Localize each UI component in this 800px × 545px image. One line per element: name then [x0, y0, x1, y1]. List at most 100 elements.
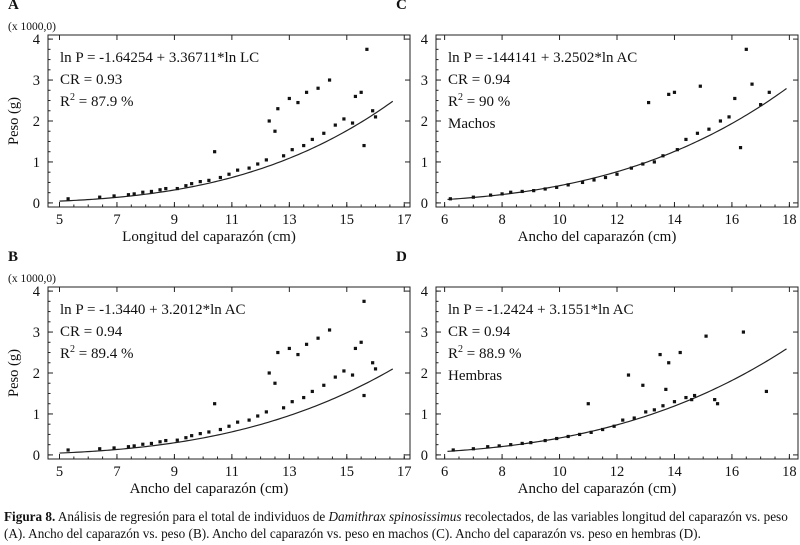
data-point [112, 194, 116, 198]
plot-data [447, 330, 787, 452]
data-point [247, 166, 251, 170]
r-squared-symbol: R [448, 94, 458, 110]
y-tick-label: 1 [421, 155, 428, 171]
data-point [273, 381, 277, 385]
regression-curve [447, 88, 787, 201]
data-point [132, 192, 136, 196]
data-point [586, 402, 590, 406]
r-squared-superscript: 2 [70, 92, 75, 103]
data-point [198, 432, 202, 436]
data-point [98, 447, 102, 451]
data-point [207, 178, 211, 182]
y-tick-label: 2 [421, 114, 428, 130]
data-point [667, 361, 671, 365]
data-point [290, 148, 294, 152]
data-point [66, 197, 70, 201]
data-point [471, 195, 475, 199]
x-tick-label: 16 [725, 212, 740, 228]
data-point [644, 410, 648, 414]
data-point [267, 371, 271, 375]
data-point [578, 432, 582, 437]
y-tick-label: 4 [33, 284, 41, 300]
data-point [661, 154, 665, 158]
figure-panels: A (x 1000,0) Peso (g) Longitud del caparazó… [6, 0, 799, 497]
group-label: Hembras [448, 368, 502, 384]
data-point [615, 172, 619, 176]
x-tick-label: 10 [552, 464, 567, 480]
y-axis-label: Peso (g) [6, 97, 22, 145]
data-point [667, 92, 671, 96]
panel-letter: A [8, 0, 19, 13]
axis-multiplier: (x 1000,0) [8, 21, 56, 33]
data-point [690, 398, 694, 402]
y-tick-label: 4 [421, 284, 429, 300]
y-tick-label: 3 [421, 325, 428, 341]
panel-letter: B [8, 249, 18, 265]
caption-text-1: Análisis de regresión para el total de i… [55, 509, 329, 524]
data-point [302, 143, 306, 148]
data-point [509, 443, 513, 447]
data-point [350, 373, 355, 377]
data-point [236, 420, 240, 424]
data-point [684, 395, 688, 400]
data-point [497, 444, 501, 448]
x-tick-label: 6 [441, 464, 448, 480]
data-point [273, 129, 277, 133]
x-tick-label: 12 [610, 464, 625, 480]
x-axis-label: Longitud del caparazón (cm) [122, 229, 296, 245]
data-point [362, 299, 366, 303]
data-point [632, 416, 636, 420]
data-point [672, 90, 677, 94]
panel-b: B (x 1000,0) Peso (g) Ancho del caparazón (… [6, 249, 412, 497]
data-point [738, 146, 743, 150]
data-point [678, 350, 682, 355]
y-tick-label: 1 [33, 155, 40, 171]
data-point [601, 427, 605, 432]
data-point [213, 402, 217, 406]
r-squared-value: = 87.9 % [75, 94, 133, 110]
data-point [759, 103, 763, 107]
data-point [190, 182, 194, 186]
data-point [132, 444, 136, 448]
data-point [555, 436, 559, 441]
data-point [66, 448, 70, 452]
correlation-coefficient: CR = 0.94 [448, 72, 511, 88]
data-point [371, 361, 375, 365]
x-tick-label: 9 [171, 464, 178, 480]
data-point [149, 189, 154, 194]
r-squared-value: = 90 % [463, 94, 510, 110]
data-point [227, 172, 231, 176]
data-point [612, 424, 616, 428]
data-point [566, 434, 570, 439]
data-point [141, 442, 145, 446]
y-tick-label: 2 [33, 114, 40, 130]
y-tick-label: 3 [421, 73, 428, 89]
data-point [149, 441, 154, 446]
data-point [371, 109, 375, 113]
data-point [316, 336, 320, 340]
data-point [741, 330, 746, 334]
x-tick-label: 14 [667, 212, 682, 228]
data-point [302, 395, 306, 400]
data-point [555, 185, 559, 189]
x-tick-label: 11 [225, 464, 239, 480]
y-tick-label: 4 [33, 32, 41, 48]
panel-letter: D [396, 249, 407, 265]
data-point [164, 186, 168, 191]
r-squared: R2 = 90 % [448, 92, 510, 110]
x-tick-label: 12 [610, 212, 625, 228]
data-point [236, 168, 240, 172]
r-squared-superscript: 2 [70, 344, 75, 355]
data-point [715, 402, 720, 406]
data-point [126, 445, 131, 449]
data-point [621, 418, 625, 422]
data-point [566, 183, 570, 187]
r-squared-superscript: 2 [458, 344, 463, 355]
caption-text-2: recolectados, de las variables longitud … [4, 509, 788, 541]
data-point [520, 441, 524, 446]
data-point [310, 137, 314, 142]
data-point [287, 96, 291, 101]
x-tick-label: 5 [56, 464, 63, 480]
r-squared-value: = 88.9 % [463, 346, 521, 362]
data-point [126, 193, 131, 197]
